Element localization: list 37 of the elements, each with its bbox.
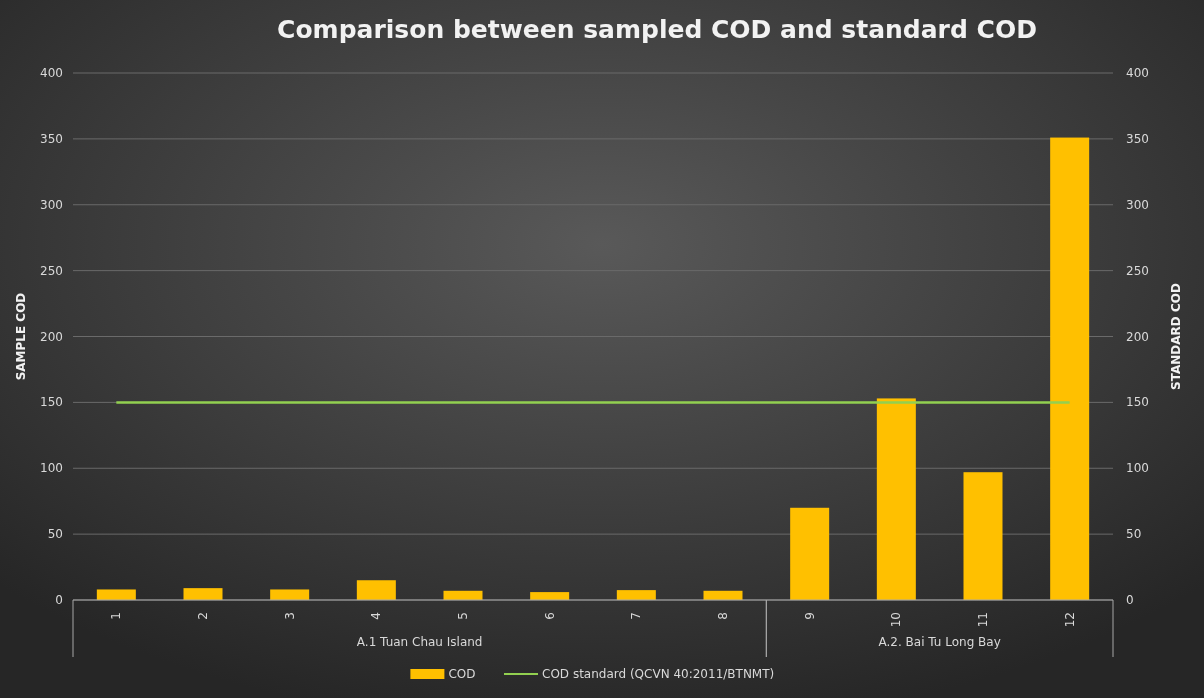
y2-tick-label: 350 [1126, 131, 1149, 146]
text: A.1 Tuan Chau Island [356, 635, 483, 649]
y2-tick-label: 200 [1126, 329, 1149, 344]
y-tick-label: 250 [40, 263, 63, 278]
x-tick-label: 4 [369, 612, 384, 620]
y2-tick-label: 400 [1126, 66, 1149, 80]
x-tick-label: 3 [282, 612, 297, 620]
x-tick-label: 2 [196, 612, 210, 620]
y2-tick-label: 250 [1126, 263, 1149, 278]
y-axis-title: SAMPLE COD [14, 292, 28, 381]
y-tick-label: 0 [55, 593, 63, 607]
x-tick-label: 7 [629, 612, 644, 620]
x-tick-label: 5 [456, 612, 470, 620]
y2-tick-label: 100 [1126, 461, 1149, 476]
y2-tick-label: 0 [1126, 593, 1134, 607]
y2-tick-label: 50 [1126, 527, 1142, 542]
x-tick-label: 11 [976, 612, 990, 628]
legend-label: COD standard (QCVN 40:2011/BTNMT) [542, 667, 775, 681]
y-tick-label: 200 [40, 329, 63, 344]
y-tick-label: 50 [47, 527, 63, 542]
x-tick-label: 6 [542, 612, 557, 620]
x-tick-label: 10 [889, 612, 904, 628]
x-tick-label: 12 [1062, 612, 1077, 628]
y-tick-label: 100 [40, 461, 63, 476]
x-tick-label: 1 [109, 612, 124, 620]
x-tick-label: 8 [716, 612, 730, 620]
y-tick-label: 350 [40, 131, 63, 146]
y2-axis-title: STANDARD COD [1169, 283, 1183, 390]
text: A.2. Bai Tu Long Bay [878, 635, 1001, 649]
y2-tick-label: 300 [1126, 197, 1149, 212]
y-tick-label: 300 [40, 197, 63, 212]
y-tick-label: 400 [40, 66, 63, 80]
x-tick-label: 9 [802, 612, 817, 620]
y2-tick-label: 150 [1126, 395, 1149, 410]
chart-title: Comparison between sampled COD and standard COD [277, 15, 1037, 44]
y-tick-label: 150 [40, 395, 63, 410]
legend-label: COD [448, 667, 476, 681]
